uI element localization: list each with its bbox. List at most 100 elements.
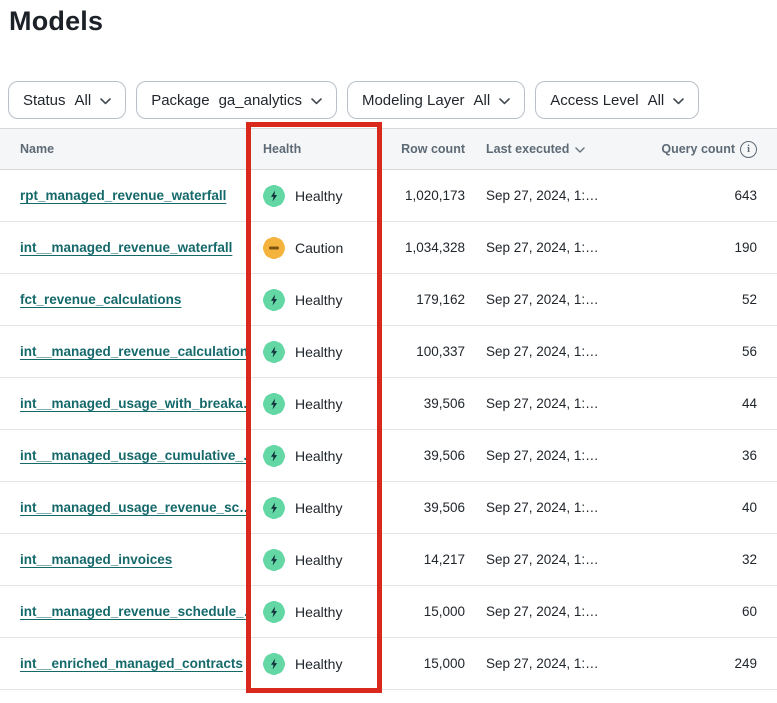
- last-executed-cell: Sep 27, 2024, 1:…: [486, 188, 599, 203]
- health-label: Healthy: [295, 655, 343, 672]
- info-icon[interactable]: i: [740, 140, 757, 158]
- row-count-cell: 179,162: [416, 292, 465, 307]
- table-row: int__managed_usage_cumulative_… Healthy …: [0, 430, 777, 482]
- lightning-bolt-icon: [271, 294, 278, 305]
- filter-bar: Status All Package ga_analytics Modeling…: [8, 81, 700, 119]
- health-status-badge-icon: [259, 233, 289, 262]
- table-row: int__managed_revenue_schedule_… Healthy …: [0, 586, 777, 638]
- sort-chevron-down-icon: [575, 145, 586, 153]
- model-name-link[interactable]: int__managed_revenue_schedule_…: [20, 603, 250, 619]
- row-count-cell: 15,000: [423, 604, 465, 619]
- chevron-down-icon: [673, 97, 685, 105]
- filter-access-level[interactable]: Access Level All: [535, 81, 700, 119]
- last-executed-cell: Sep 27, 2024, 1:…: [486, 500, 599, 515]
- row-count-cell: 1,034,328: [404, 240, 465, 255]
- filter-value: ga_analytics: [218, 91, 302, 109]
- name-cell: int__managed_usage_revenue_sc…: [0, 499, 250, 517]
- column-header-health: Health: [263, 142, 302, 156]
- health-cell: Healthy: [250, 545, 383, 574]
- health-status-badge-icon: [259, 545, 289, 574]
- filter-label: Package: [151, 91, 210, 109]
- column-header-name: Name: [20, 142, 55, 156]
- row-count-cell: 39,506: [423, 448, 465, 463]
- model-name-link[interactable]: int__managed_usage_with_breaka…: [20, 395, 250, 411]
- health-cell: Caution: [250, 233, 383, 262]
- column-header-query-count: Query count i: [640, 140, 777, 158]
- name-cell: int__managed_usage_cumulative_…: [0, 447, 250, 465]
- query-count-cell: 249: [734, 656, 757, 671]
- table-row: rpt_managed_revenue_waterfall Healthy 1,…: [0, 170, 777, 222]
- last-executed-cell: Sep 27, 2024, 1:…: [486, 344, 599, 359]
- filter-label: Access Level: [550, 91, 639, 109]
- health-label: Caution: [295, 239, 344, 256]
- health-status-badge-icon: [259, 649, 289, 678]
- name-cell: int__managed_revenue_calculations: [0, 343, 250, 361]
- filter-value: All: [473, 91, 491, 109]
- health-status-badge-icon: [259, 389, 289, 418]
- filter-modeling-layer[interactable]: Modeling Layer All: [346, 81, 526, 119]
- table-row: int__enriched_managed_contracts Healthy …: [0, 638, 777, 690]
- health-label: Healthy: [295, 291, 343, 308]
- page-title: Models: [9, 6, 104, 36]
- filter-status[interactable]: Status All: [8, 81, 127, 119]
- model-name-link[interactable]: int__managed_invoices: [20, 551, 173, 567]
- health-cell: Healthy: [250, 389, 383, 418]
- model-name-link[interactable]: int__managed_usage_cumulative_…: [20, 447, 250, 463]
- query-count-cell: 190: [734, 240, 757, 255]
- model-name-link[interactable]: int__managed_revenue_waterfall: [20, 239, 233, 255]
- model-name-link[interactable]: int__enriched_managed_contracts: [20, 655, 243, 671]
- name-cell: int__managed_invoices: [0, 551, 250, 569]
- lightning-bolt-icon: [271, 346, 278, 357]
- health-label: Healthy: [295, 395, 343, 412]
- query-count-cell: 56: [741, 344, 757, 359]
- health-status-badge-icon: [259, 285, 289, 314]
- health-cell: Healthy: [250, 493, 383, 522]
- health-status-badge-icon: [259, 493, 289, 522]
- row-count-cell: 39,506: [423, 500, 465, 515]
- model-name-link[interactable]: fct_revenue_calculations: [20, 291, 182, 307]
- table-row: int__managed_usage_revenue_sc… Healthy 3…: [0, 482, 777, 534]
- model-name-link[interactable]: int__managed_usage_revenue_sc…: [20, 499, 250, 515]
- table-row: int__managed_usage_with_breaka… Healthy …: [0, 378, 777, 430]
- row-count-cell: 100,337: [416, 344, 465, 359]
- model-name-link[interactable]: int__managed_revenue_calculations: [20, 343, 250, 359]
- health-label: Healthy: [295, 447, 343, 464]
- chevron-down-icon: [100, 97, 112, 105]
- column-header-query-count-label: Query count: [661, 142, 735, 156]
- filter-package[interactable]: Package ga_analytics: [136, 81, 337, 119]
- table-row: int__managed_revenue_calculations Health…: [0, 326, 777, 378]
- column-header-last-executed-label: Last executed: [486, 142, 570, 156]
- query-count-cell: 36: [741, 448, 757, 463]
- health-label: Healthy: [295, 499, 343, 516]
- table-row: int__managed_invoices Healthy 14,217 Sep…: [0, 534, 777, 586]
- model-name-link[interactable]: rpt_managed_revenue_waterfall: [20, 187, 227, 203]
- filter-value: All: [74, 91, 92, 109]
- column-header-row-count: Row count: [401, 142, 465, 156]
- row-count-cell: 1,020,173: [404, 188, 465, 203]
- filter-label: Modeling Layer: [361, 91, 465, 109]
- query-count-cell: 44: [741, 396, 757, 411]
- health-cell: Healthy: [250, 597, 383, 626]
- table-header: Name Health Row count Last executed Quer…: [0, 128, 777, 170]
- query-count-cell: 40: [741, 500, 757, 515]
- lightning-bolt-icon: [271, 502, 278, 513]
- name-cell: int__managed_usage_with_breaka…: [0, 395, 250, 413]
- health-cell: Healthy: [250, 649, 383, 678]
- chevron-down-icon: [499, 97, 511, 105]
- lightning-bolt-icon: [271, 606, 278, 617]
- lightning-bolt-icon: [271, 554, 278, 565]
- minus-icon: [269, 246, 279, 249]
- health-status-badge-icon: [259, 181, 289, 210]
- last-executed-cell: Sep 27, 2024, 1:…: [486, 604, 599, 619]
- health-cell: Healthy: [250, 285, 383, 314]
- last-executed-cell: Sep 27, 2024, 1:…: [486, 292, 599, 307]
- health-cell: Healthy: [250, 337, 383, 366]
- query-count-cell: 643: [734, 188, 757, 203]
- chevron-down-icon: [311, 97, 322, 105]
- column-header-last-executed[interactable]: Last executed: [473, 142, 640, 156]
- name-cell: int__managed_revenue_waterfall: [0, 239, 250, 257]
- name-cell: int__enriched_managed_contracts: [0, 655, 250, 673]
- last-executed-cell: Sep 27, 2024, 1:…: [486, 396, 599, 411]
- query-count-cell: 32: [741, 552, 757, 567]
- last-executed-cell: Sep 27, 2024, 1:…: [486, 656, 599, 671]
